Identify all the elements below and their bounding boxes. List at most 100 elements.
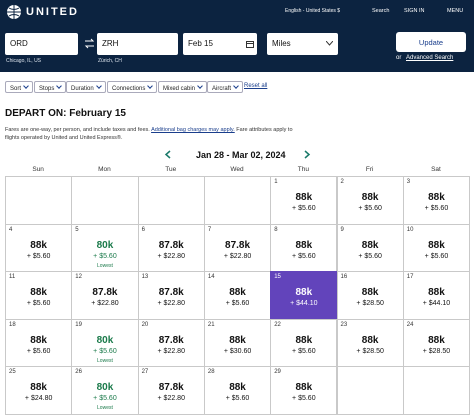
miles: 87.8k [158, 287, 184, 299]
filter[interactable]: Stops [34, 81, 67, 93]
update-button[interactable]: Update [396, 32, 466, 52]
search-link[interactable]: Search [372, 8, 390, 14]
miles: 88k [229, 287, 246, 299]
day-cell[interactable]: 13 87.8k + $22.80 [137, 271, 205, 320]
miles: 88k [361, 239, 379, 251]
day-cell[interactable]: 16 88k + $28.50 [336, 271, 404, 320]
filter[interactable]: Mixed cabin [158, 81, 208, 93]
day-cell[interactable]: 3 88k + $5.60 [402, 176, 471, 225]
miles: 88k [361, 287, 379, 299]
taxes: + $44.10 [290, 300, 318, 308]
day-number: 4 [9, 226, 13, 233]
miles: 88k [428, 239, 445, 251]
day-cell[interactable]: 18 88k + $5.60 [5, 318, 73, 368]
date-input[interactable]: Feb 15 [183, 33, 257, 55]
filter[interactable]: Duration [66, 81, 106, 93]
miles: 88k [295, 382, 313, 394]
day-cell[interactable]: 1 88k + $5.60 [270, 176, 338, 225]
day-cell[interactable]: 10 88k + $5.60 [402, 223, 471, 273]
day-number: 23 [340, 321, 348, 328]
day-cell[interactable]: 25 88k + $24.80 [5, 366, 73, 415]
bag-link[interactable]: Additional bag charges may apply. [151, 127, 235, 133]
select-arrow [326, 41, 333, 46]
day-cell[interactable]: 14 88k + $5.60 [203, 271, 272, 320]
fare-type-select[interactable]: Miles [267, 33, 338, 55]
logo-globe [7, 5, 21, 19]
day-cell[interactable]: 27 87.8k + $22.80 [137, 366, 205, 415]
miles: 87.8k [158, 239, 184, 251]
day-cell[interactable]: 11 88k + $5.60 [5, 271, 73, 320]
day-cell[interactable]: 22 88k + $5.60 [270, 318, 338, 368]
taxes: + $5.60 [358, 205, 382, 212]
day-cell[interactable]: 2 88k + $5.60 [336, 176, 404, 225]
taxes: + $5.60 [93, 395, 117, 403]
miles: 80k [96, 334, 114, 346]
lowest-tag: Lowest [97, 262, 113, 269]
day-number: 8 [274, 226, 278, 233]
taxes: + $5.60 [225, 300, 250, 308]
taxes: + $28.50 [422, 347, 451, 355]
day-number: 25 [9, 369, 16, 376]
filter[interactable]: Connections [107, 81, 158, 93]
day-number: 27 [141, 369, 149, 376]
day-cell[interactable]: 23 88k + $28.50 [336, 318, 404, 368]
day-number: 16 [340, 274, 348, 281]
next-arrow[interactable] [303, 150, 311, 159]
day-cell[interactable]: 20 87.8k + $22.80 [137, 318, 205, 368]
day-number: 7 [207, 226, 212, 233]
taxes: + $28.50 [356, 347, 384, 355]
day-cell[interactable]: 12 87.8k + $22.80 [71, 271, 139, 320]
swap-icon[interactable] [84, 38, 95, 49]
day-cell[interactable]: 7 87.8k + $22.80 [203, 223, 272, 273]
day-number: 11 [9, 274, 16, 281]
calendar-icon [246, 41, 254, 48]
taxes: + $5.60 [26, 252, 51, 260]
day-cell[interactable]: 8 88k + $5.60 [270, 223, 338, 273]
day-cell[interactable]: 28 88k + $5.60 [203, 366, 272, 415]
filter[interactable]: Sort [5, 81, 34, 93]
miles: 88k [295, 192, 313, 203]
taxes: + $5.60 [292, 252, 316, 260]
day-cell[interactable]: 19 80k + $5.60 Lowest [71, 318, 139, 368]
origin-input[interactable]: ORD [5, 33, 78, 55]
empty-cell [137, 176, 205, 225]
day-cell[interactable]: 9 88k + $5.60 [336, 223, 404, 273]
miles: 87.8k [158, 382, 184, 394]
day-number: 15 [274, 274, 281, 281]
lowest-tag: Lowest [97, 357, 113, 364]
fare-note: Fares are one-way, per person, and inclu… [5, 126, 305, 142]
weekday: Sat [431, 166, 441, 173]
prev-arrow[interactable] [164, 150, 172, 159]
day-number: 22 [274, 321, 281, 328]
day-number: 3 [406, 179, 411, 185]
logo-text[interactable]: UNITED [26, 6, 79, 18]
day-cell[interactable]: 17 88k + $44.10 [402, 271, 471, 320]
weekday: Wed [230, 166, 244, 173]
day-cell[interactable]: 4 88k + $5.60 [5, 223, 73, 273]
weekday: Thu [297, 166, 309, 173]
note-text: Fare attributes apply to flights operate… [5, 127, 293, 141]
language[interactable]: English - United States $ [285, 8, 341, 14]
sign-in[interactable]: SIGN IN [404, 8, 425, 14]
taxes: + $28.50 [356, 300, 384, 308]
taxes: + $22.80 [157, 347, 185, 355]
advanced-search[interactable]: Advanced Search [406, 55, 454, 61]
taxes: + $22.80 [91, 300, 119, 308]
day-cell[interactable]: 24 88k + $28.50 [402, 318, 471, 368]
taxes: + $5.60 [292, 347, 316, 355]
day-number: 10 [406, 226, 414, 233]
day-cell[interactable]: 26 80k + $5.60 Lowest [71, 366, 139, 415]
taxes: + $22.80 [157, 300, 185, 308]
day-cell[interactable]: 29 88k + $5.60 [270, 366, 338, 415]
day-cell[interactable]: 21 88k + $30.60 [203, 318, 272, 368]
reset-link[interactable]: Reset all [244, 83, 268, 89]
day-cell[interactable]: 6 87.8k + $22.80 [137, 223, 205, 273]
taxes: + $24.80 [24, 395, 53, 403]
destination-input[interactable]: ZRH [97, 33, 178, 55]
filter[interactable]: Aircraft [207, 81, 244, 93]
day-cell[interactable]: 15 88k + $44.10 [270, 271, 338, 320]
miles: 88k [229, 334, 246, 346]
day-cell[interactable]: 5 80k + $5.60 Lowest [71, 223, 139, 273]
menu[interactable]: MENU [447, 8, 464, 14]
